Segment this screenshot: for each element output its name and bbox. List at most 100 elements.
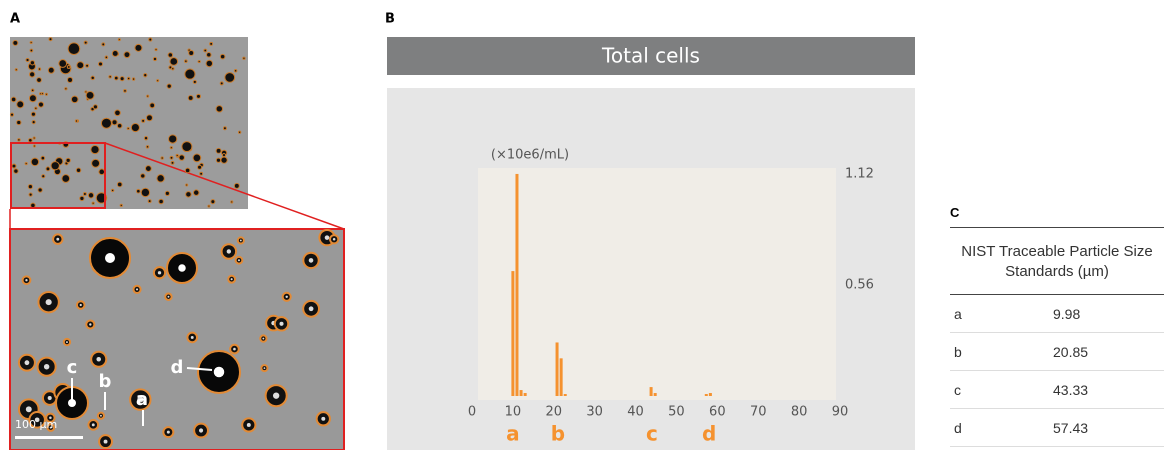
particle [74,119,79,123]
particle [242,56,246,60]
particle [110,188,115,193]
particle [108,75,112,79]
particle [233,69,238,73]
bar [515,173,519,396]
particle [111,119,118,126]
particle [203,48,208,53]
particle [83,40,88,45]
particle [14,68,18,72]
particle [17,138,21,142]
particle [233,182,240,189]
particle [175,153,179,158]
particle [158,198,164,205]
particle [184,167,191,174]
particle-core [49,416,52,419]
bar [708,393,712,396]
particle [67,42,81,56]
particle-core [279,321,284,326]
bar [649,387,653,396]
particle [30,157,40,167]
particle [101,42,106,47]
particle [149,102,156,109]
particle [148,37,153,42]
table-cell: b [950,332,1035,371]
particle-core [137,396,144,403]
particle [154,48,158,52]
particle [29,60,36,66]
particle [181,141,193,153]
x-tick-label: 50 [668,405,685,420]
particle-core [91,423,95,427]
bar-group-label: b [551,422,565,446]
particle-core [68,399,76,407]
title-bar [387,37,915,75]
table-cell: 20.85 [1035,332,1164,371]
table-header: NIST Traceable Particle Size Standards (… [950,227,1164,295]
particle [9,112,15,117]
bar-group-label: d [702,422,716,446]
bar [511,271,515,396]
particle [230,200,234,204]
particle [209,41,214,46]
particle [65,157,71,164]
table-panel: C NIST Traceable Particle Size Standards… [950,205,1164,447]
particle [116,123,123,129]
particle [184,68,196,80]
particle [32,144,36,148]
particle [140,187,151,198]
particle-core [66,341,68,344]
particle [92,104,99,110]
particle [187,95,194,101]
x-tick-label: 70 [750,405,767,420]
particle [36,77,42,83]
y-tick-label: 1.12 [845,166,874,181]
particle [126,126,130,131]
particle-core [43,364,50,370]
particle [34,106,38,110]
particle [215,147,222,154]
particle [50,161,60,171]
table-cell: c [950,370,1035,409]
particle [215,157,222,163]
table-row: c 43.33 [950,370,1164,409]
particle [123,51,131,59]
particle [147,199,152,204]
x-tick-label: 10 [505,405,522,420]
particle-core [213,366,225,378]
particle [45,166,51,172]
particle [143,135,149,141]
zoom-line [104,142,345,230]
particle-core [166,430,170,434]
panel-label: B [385,12,395,27]
scale-bar [14,209,30,211]
bar [519,390,523,396]
particle [205,59,214,68]
red-box [10,142,106,209]
particle [152,56,158,62]
particle [192,79,197,85]
particle [130,122,140,133]
particle [168,134,178,144]
bar [653,393,657,396]
particle [156,79,160,83]
particle [222,126,227,131]
particle [143,73,148,78]
particle [47,66,55,74]
particle [215,105,224,113]
particle [126,76,131,81]
bar-group-label: a [506,422,520,446]
particle [90,75,95,81]
particle [178,154,185,161]
particle [16,119,22,126]
particle [140,173,146,179]
particle [136,188,141,194]
panel-label: A [10,12,20,27]
particle [87,192,95,199]
particle-core [135,288,139,291]
y-tick-label: 0.56 [845,277,874,292]
table: NIST Traceable Particle Size Standards (… [950,227,1164,447]
bar [559,358,563,396]
marker-line [186,367,213,371]
particle [91,201,95,205]
particle-core [308,306,314,312]
